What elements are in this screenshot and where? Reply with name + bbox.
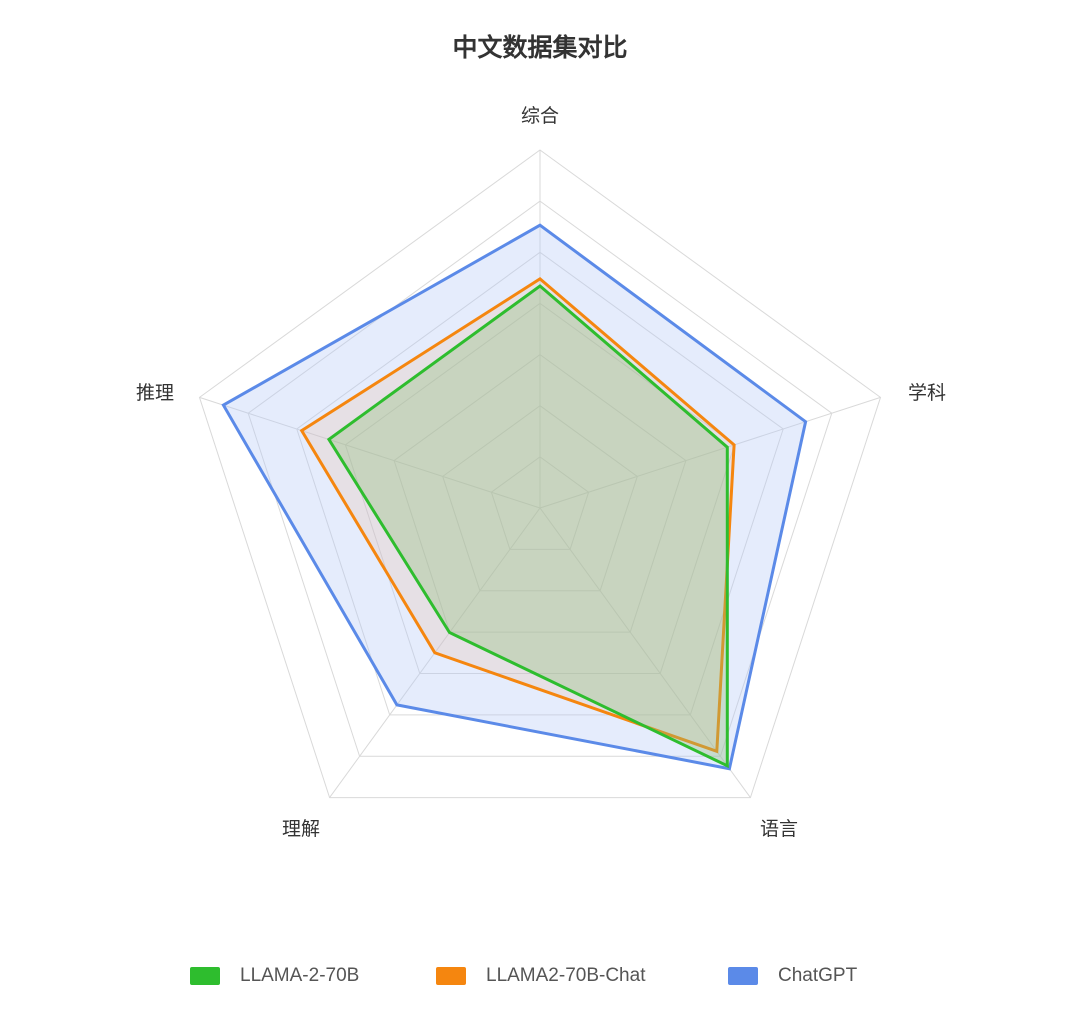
chart-title: 中文数据集对比 bbox=[452, 33, 628, 62]
legend-item-llama2-70b-chat[interactable]: LLAMA2-70B-Chat bbox=[436, 958, 645, 994]
radar-series bbox=[221, 223, 808, 771]
axis-label-tuili: 推理 bbox=[136, 382, 175, 404]
legend-item-llama-2-70b[interactable]: LLAMA-2-70B bbox=[190, 958, 359, 994]
grid-ring bbox=[198, 149, 882, 799]
grid-ring bbox=[490, 456, 590, 550]
axis-label-xueke: 学科 bbox=[908, 382, 947, 404]
grid-ring bbox=[247, 200, 833, 757]
legend-swatch bbox=[436, 967, 466, 985]
grid-ring bbox=[344, 302, 736, 674]
grid-ring bbox=[393, 353, 687, 633]
legend-item-chatgpt[interactable]: ChatGPT bbox=[728, 958, 857, 994]
axis-spoke bbox=[539, 396, 881, 509]
legend-swatch bbox=[728, 967, 758, 985]
legend-label: LLAMA2-70B-Chat bbox=[486, 965, 646, 986]
axis-label-zonghe: 综合 bbox=[521, 105, 560, 127]
axis-spoke bbox=[199, 396, 541, 509]
legend-label: LLAMA-2-70B bbox=[240, 965, 360, 986]
axis-label-lijie: 理解 bbox=[282, 818, 321, 840]
grid-ring bbox=[296, 251, 784, 716]
legend-label: ChatGPT bbox=[778, 965, 858, 986]
axis-label-yuyan: 语言 bbox=[760, 818, 799, 840]
legend-swatch bbox=[190, 967, 220, 985]
series-area-chatgpt[interactable] bbox=[221, 223, 808, 771]
series-area-llama2-70b-chat[interactable] bbox=[299, 277, 736, 754]
legend: LLAMA-2-70B LLAMA2-70B-Chat ChatGPT bbox=[0, 958, 1080, 994]
series-area-llama-2-70b[interactable] bbox=[326, 284, 729, 769]
grid-ring bbox=[442, 405, 638, 592]
